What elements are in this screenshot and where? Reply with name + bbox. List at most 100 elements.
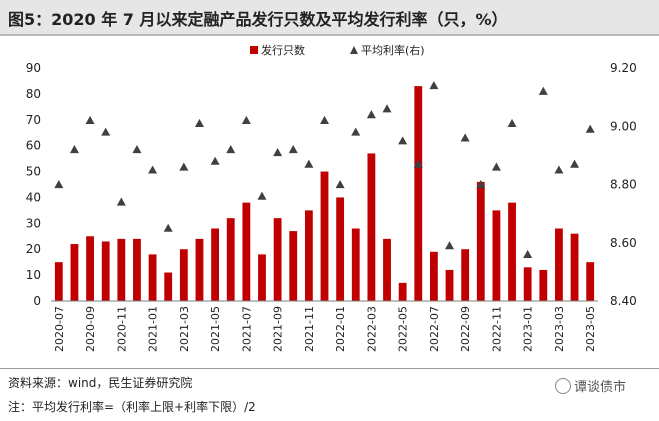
- bar: [414, 86, 423, 301]
- bar: [351, 228, 360, 301]
- bar: [367, 153, 376, 301]
- x-tick-label: 2022-11: [490, 306, 503, 352]
- rate-marker: [398, 136, 408, 145]
- bar: [226, 218, 235, 301]
- bar: [70, 244, 79, 301]
- bar: [523, 267, 532, 301]
- x-tick-label: 2023-01: [522, 306, 535, 352]
- rate-marker: [54, 180, 64, 189]
- rate-marker: [366, 110, 376, 119]
- bar: [304, 210, 313, 301]
- x-tick-label: 2023-03: [553, 306, 566, 352]
- y-left-tick-label: 40: [26, 190, 41, 204]
- rate-marker: [194, 118, 204, 127]
- rate-marker: [288, 145, 298, 154]
- rate-marker: [429, 80, 439, 90]
- y-right-tick-label: 8.80: [610, 178, 637, 192]
- x-tick-label: 2021-07: [240, 306, 253, 352]
- rate-marker: [226, 145, 236, 154]
- bar: [336, 197, 345, 301]
- bar: [54, 262, 63, 301]
- rate-marker: [210, 156, 220, 165]
- bar: [398, 282, 407, 301]
- rate-marker: [460, 133, 470, 142]
- rate-marker: [554, 165, 564, 174]
- rate-marker: [85, 115, 95, 125]
- bar: [429, 251, 438, 301]
- bar: [258, 254, 266, 301]
- bar: [148, 254, 157, 301]
- bar: [133, 238, 141, 301]
- x-tick-label: 2022-09: [459, 306, 472, 352]
- rate-marker: [163, 223, 173, 232]
- y-left-tick-label: 60: [26, 139, 41, 153]
- legend-bar-swatch: [250, 46, 258, 54]
- page-title: 图5：2020 年 7 月以来定融产品发行只数及平均发行利率（只，%）: [8, 10, 508, 29]
- rate-marker: [585, 124, 595, 133]
- rate-marker: [273, 147, 283, 157]
- title-bar: 图5：2020 年 7 月以来定融产品发行只数及平均发行利率（只，%）: [0, 0, 659, 36]
- rate-marker: [101, 127, 111, 136]
- bar: [289, 231, 298, 301]
- rate-marker: [507, 118, 517, 127]
- x-tick-label: 2022-07: [428, 306, 441, 352]
- rate-marker: [351, 127, 361, 136]
- rate-marker: [69, 145, 79, 154]
- rate-marker: [257, 191, 267, 200]
- bar: [195, 238, 204, 301]
- source-note: 资料来源：wind，民生证券研究院: [8, 376, 193, 390]
- y-left-tick-label: 0: [33, 294, 41, 308]
- x-tick-label: 2020-07: [53, 306, 66, 352]
- bar: [164, 272, 173, 301]
- rate-marker: [413, 159, 423, 168]
- x-tick-label: 2021-05: [209, 306, 222, 352]
- bar: [461, 249, 470, 301]
- legend-bar-label: 发行只数: [261, 43, 305, 57]
- rate-marker: [570, 159, 580, 168]
- rate-marker: [148, 165, 158, 174]
- x-tick-label: 2020-11: [115, 306, 128, 352]
- bar: [101, 241, 110, 301]
- y-left-tick-label: 90: [26, 61, 41, 75]
- brand-name: 谭谈债市: [574, 380, 627, 395]
- y-left-tick-label: 80: [26, 87, 41, 101]
- y-left-tick-label: 20: [26, 242, 41, 256]
- rate-marker: [132, 145, 142, 154]
- formula-note: 注：平均发行利率=（利率上限+利率下限）/2: [8, 400, 256, 414]
- bar: [586, 262, 595, 301]
- x-tick-label: 2021-09: [272, 306, 285, 352]
- x-tick-label: 2022-05: [397, 306, 410, 352]
- bar: [117, 238, 126, 301]
- x-tick-label: 2022-01: [334, 306, 347, 352]
- bar: [539, 269, 548, 301]
- bar: [508, 202, 516, 301]
- y-left-tick-label: 70: [26, 113, 41, 127]
- rate-marker: [335, 180, 345, 189]
- y-left-tick-label: 50: [26, 165, 41, 179]
- rate-marker: [476, 180, 486, 189]
- wechat-bubble-icon: [555, 378, 571, 394]
- bar: [476, 181, 485, 301]
- bar: [273, 218, 282, 301]
- x-tick-label: 2020-09: [84, 306, 97, 352]
- x-tick-label: 2021-11: [303, 306, 316, 352]
- rate-marker: [491, 162, 501, 171]
- bar: [570, 233, 579, 301]
- footer-divider: [0, 368, 659, 369]
- y-left-tick-label: 10: [26, 268, 41, 282]
- rate-marker: [116, 197, 126, 206]
- x-tick-label: 2021-03: [178, 306, 191, 352]
- y-right-tick-label: 9.00: [610, 119, 637, 133]
- rate-marker: [320, 115, 329, 125]
- bar: [445, 269, 454, 301]
- bar: [383, 238, 391, 301]
- y-right-tick-label: 8.60: [610, 236, 637, 250]
- rate-marker: [523, 249, 533, 258]
- legend-marker-swatch: [350, 46, 358, 54]
- x-tick-label: 2022-03: [365, 306, 378, 352]
- bar: [242, 202, 251, 301]
- y-right-tick-label: 8.40: [610, 294, 637, 308]
- y-right-tick-label: 9.20: [610, 61, 637, 75]
- rate-marker: [538, 86, 548, 95]
